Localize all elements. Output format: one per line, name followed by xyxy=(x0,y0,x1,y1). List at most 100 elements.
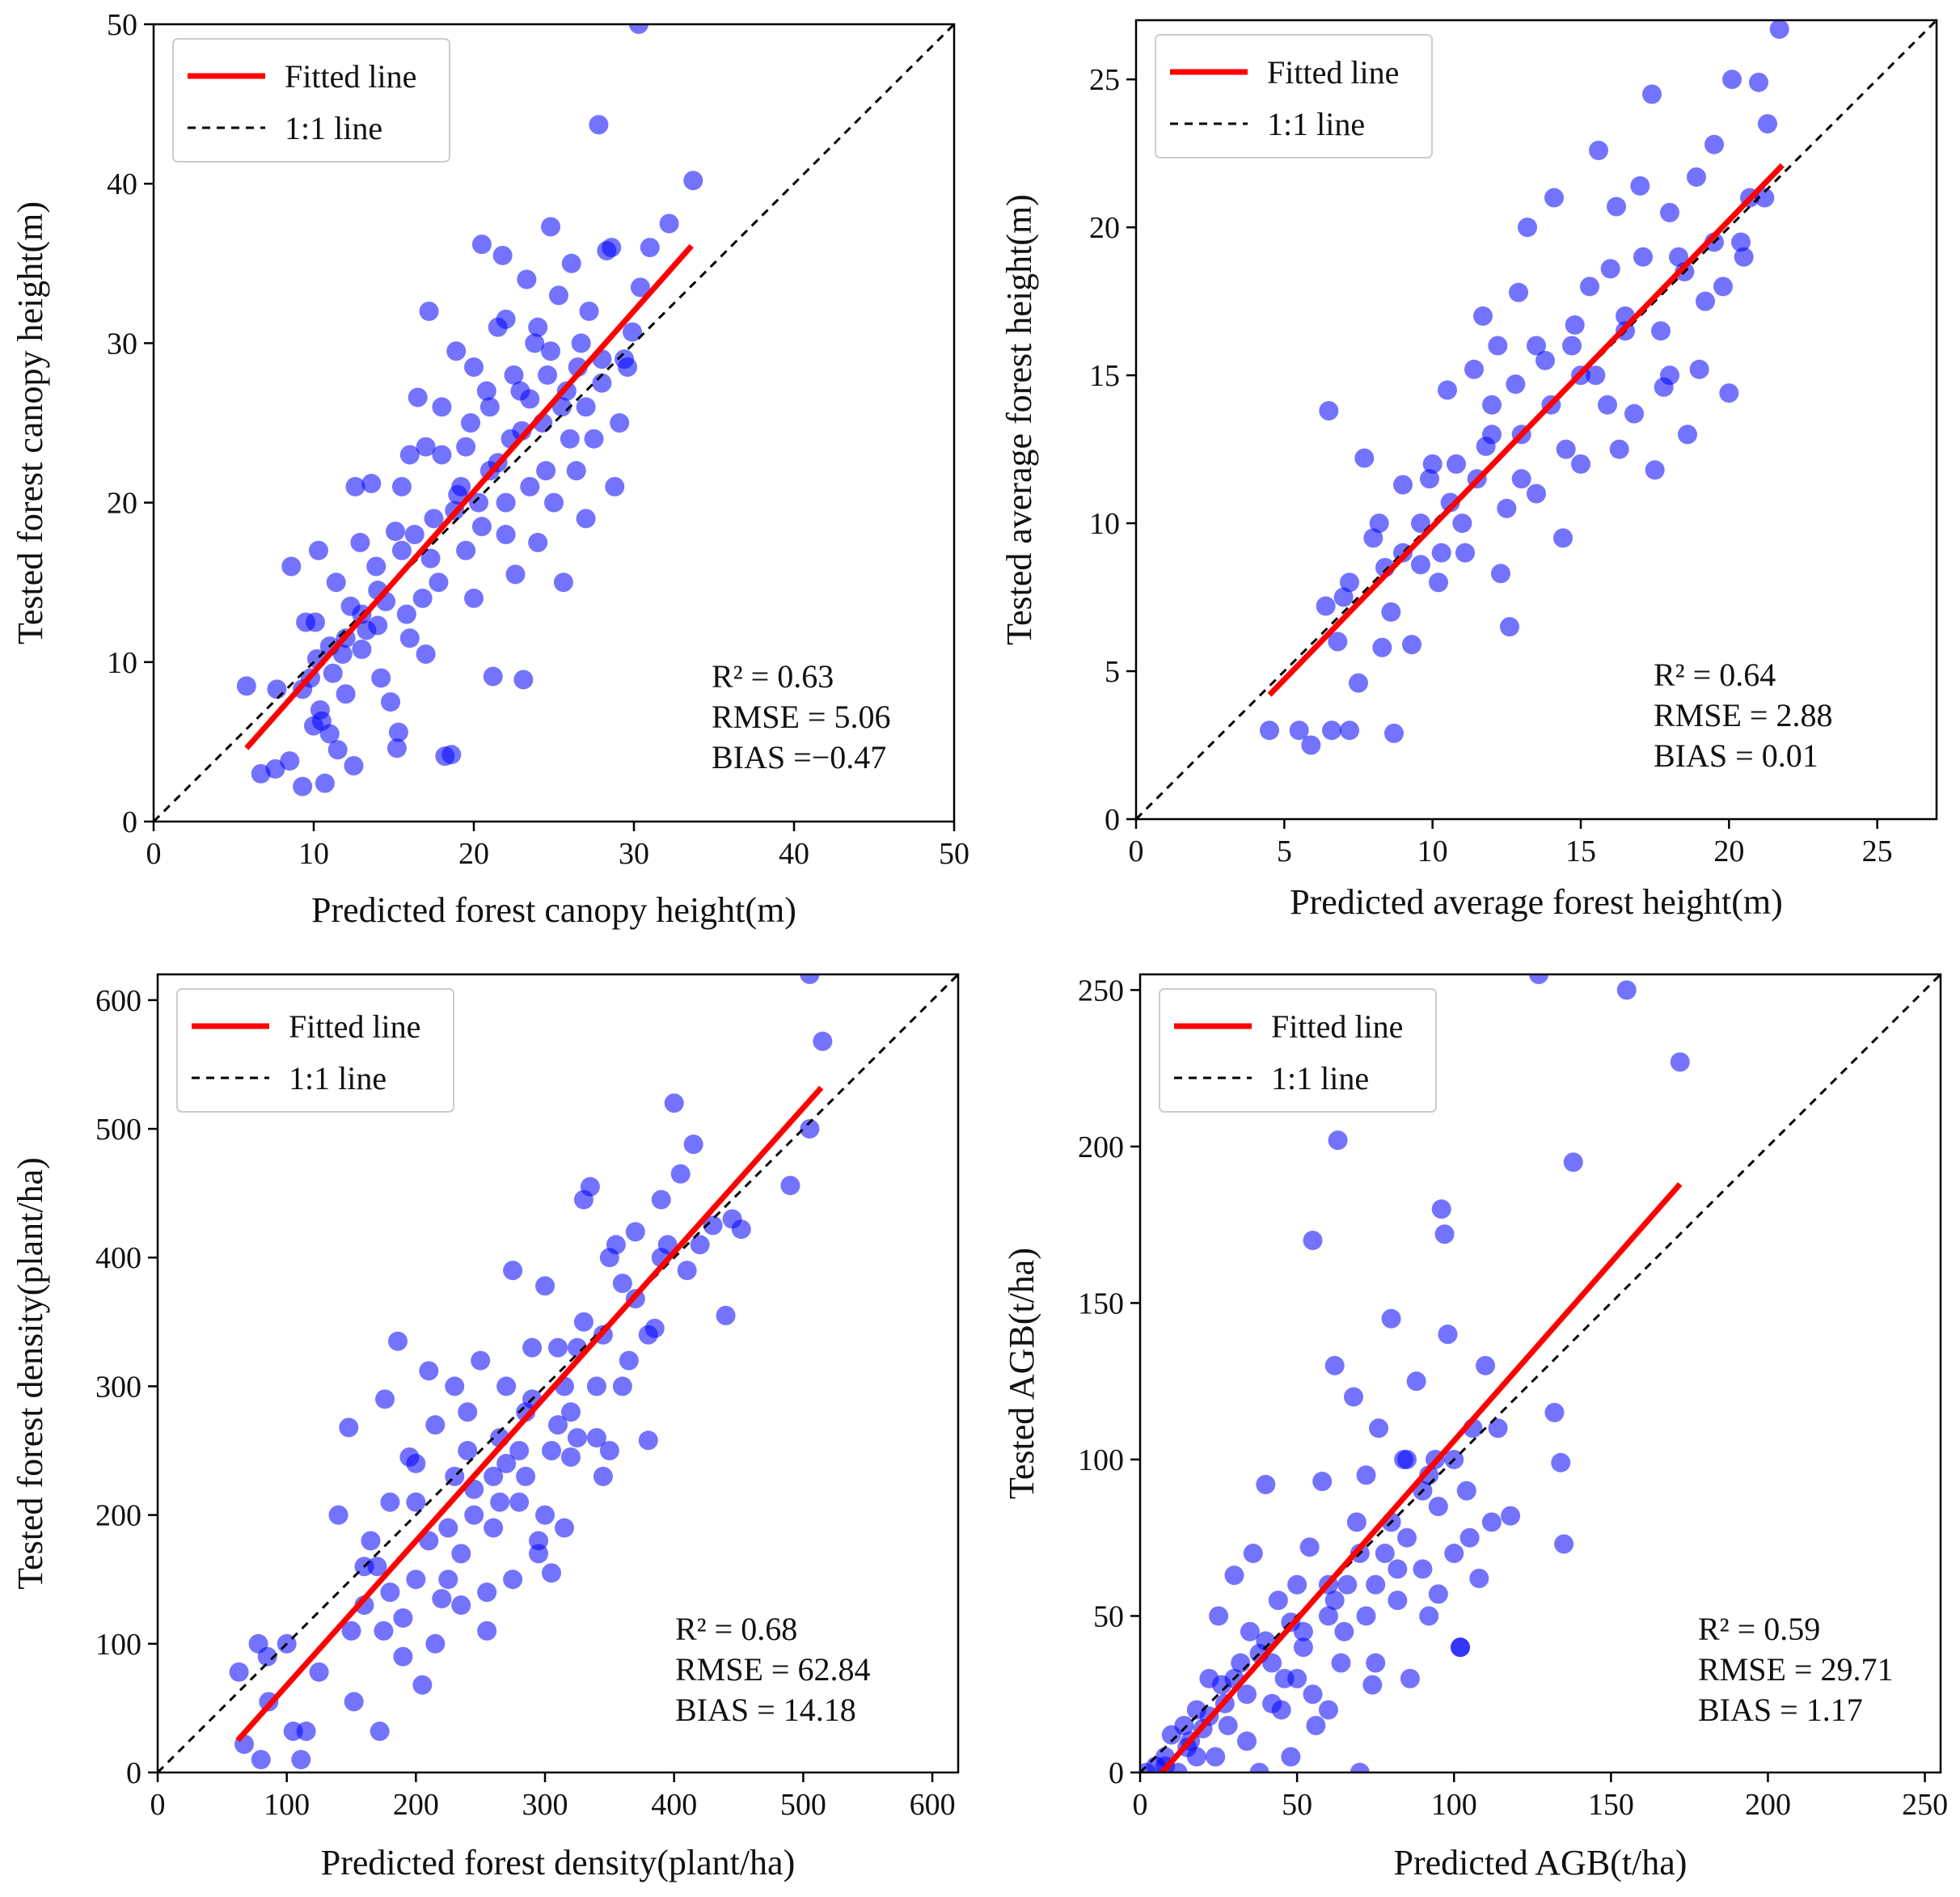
data-point xyxy=(1497,498,1517,518)
data-point xyxy=(1476,1355,1496,1375)
y-tick-label: 500 xyxy=(95,1113,142,1147)
data-point xyxy=(1473,306,1493,326)
data-point xyxy=(1563,1152,1583,1172)
data-point xyxy=(425,1633,446,1654)
data-point xyxy=(446,341,467,361)
data-point xyxy=(1481,1512,1502,1532)
x-axis-label: Predicted forest canopy height(m) xyxy=(311,890,796,930)
x-tick-label: 5 xyxy=(1277,834,1292,868)
data-point xyxy=(1372,637,1392,657)
data-point xyxy=(1758,114,1777,134)
data-point xyxy=(477,1582,497,1603)
data-point xyxy=(1491,564,1510,584)
data-point xyxy=(1527,336,1546,356)
data-point xyxy=(580,1177,600,1197)
data-point xyxy=(1553,528,1573,548)
data-point xyxy=(477,1620,497,1641)
data-point xyxy=(800,974,820,984)
data-point xyxy=(490,1492,510,1512)
data-point xyxy=(1518,218,1537,238)
data-point xyxy=(388,722,408,742)
data-point xyxy=(560,1447,581,1467)
data-point xyxy=(1755,188,1775,208)
data-point xyxy=(456,540,476,560)
y-tick-label: 25 xyxy=(1089,63,1120,97)
data-point xyxy=(1324,1355,1345,1375)
legend-identity-label: 1:1 line xyxy=(1267,106,1365,142)
data-point xyxy=(1482,395,1502,415)
x-tick-label: 50 xyxy=(1282,1788,1312,1822)
data-point xyxy=(1447,454,1466,474)
data-point xyxy=(1287,1574,1307,1595)
y-tick-label: 200 xyxy=(1078,1130,1124,1164)
data-point xyxy=(593,1466,613,1486)
data-point xyxy=(371,668,391,688)
stats-annotation: R² = 0.64 xyxy=(1654,657,1776,693)
data-point xyxy=(551,397,572,417)
x-tick-label: 500 xyxy=(780,1788,826,1822)
data-point xyxy=(1406,1371,1426,1392)
stats-annotation: RMSE = 2.88 xyxy=(1654,697,1832,733)
x-tick-label: 200 xyxy=(1745,1788,1791,1822)
x-tick-label: 0 xyxy=(146,837,162,871)
chart-density: 0 100 200 300 400 500 600 0 100 200 300 400 500 600 Pr… xyxy=(11,973,960,1882)
x-tick-label: 10 xyxy=(298,837,329,871)
data-point xyxy=(610,413,630,433)
data-point xyxy=(513,670,534,690)
data-point xyxy=(1444,1544,1464,1564)
data-point xyxy=(504,365,524,385)
data-point xyxy=(544,492,564,513)
data-point xyxy=(548,1415,568,1435)
data-point xyxy=(1630,175,1650,196)
data-point xyxy=(1340,572,1359,593)
data-point xyxy=(1469,1569,1489,1589)
y-tick-label: 30 xyxy=(107,327,137,361)
data-point xyxy=(445,1376,465,1396)
stats-annotation: R² = 0.68 xyxy=(675,1611,797,1647)
data-point xyxy=(1609,439,1629,459)
data-point xyxy=(1333,587,1354,607)
data-point xyxy=(1556,439,1576,459)
data-point xyxy=(525,333,545,353)
x-tick-label: 0 xyxy=(1133,1788,1148,1822)
data-point xyxy=(468,492,488,513)
data-point xyxy=(424,509,444,529)
data-point xyxy=(1689,359,1709,379)
data-point xyxy=(315,773,335,793)
data-point xyxy=(528,532,548,552)
data-point xyxy=(441,745,462,765)
data-point xyxy=(538,365,558,385)
data-point xyxy=(1554,1534,1574,1554)
data-point xyxy=(1500,617,1519,637)
data-point xyxy=(461,413,481,433)
data-point xyxy=(1303,1231,1323,1250)
data-point xyxy=(1456,1481,1476,1501)
data-point xyxy=(1356,1465,1376,1485)
data-point xyxy=(1431,543,1451,563)
data-point xyxy=(1455,543,1475,563)
data-point xyxy=(503,1261,523,1281)
stats-annotation: R² = 0.63 xyxy=(712,658,834,695)
data-point xyxy=(432,445,452,465)
data-point xyxy=(505,564,526,585)
data-point xyxy=(1318,1606,1338,1626)
data-point xyxy=(1431,1199,1451,1219)
data-point xyxy=(496,525,516,545)
data-point xyxy=(1511,469,1531,489)
data-point xyxy=(1393,475,1413,495)
y-tick-label: 10 xyxy=(1089,507,1120,541)
stats-annotation: BIAS = 1.17 xyxy=(1698,1692,1863,1728)
data-point xyxy=(1354,448,1375,468)
data-point xyxy=(579,301,599,321)
data-point xyxy=(483,666,503,687)
data-point xyxy=(541,341,561,361)
data-point xyxy=(393,1646,413,1667)
data-point xyxy=(406,1570,426,1590)
x-tick-label: 0 xyxy=(1129,834,1144,868)
data-point xyxy=(1598,395,1617,415)
data-point xyxy=(387,738,407,758)
data-point xyxy=(1420,469,1439,489)
y-tick-label: 0 xyxy=(1105,803,1120,837)
data-point xyxy=(1340,720,1359,741)
data-point xyxy=(484,1466,504,1486)
